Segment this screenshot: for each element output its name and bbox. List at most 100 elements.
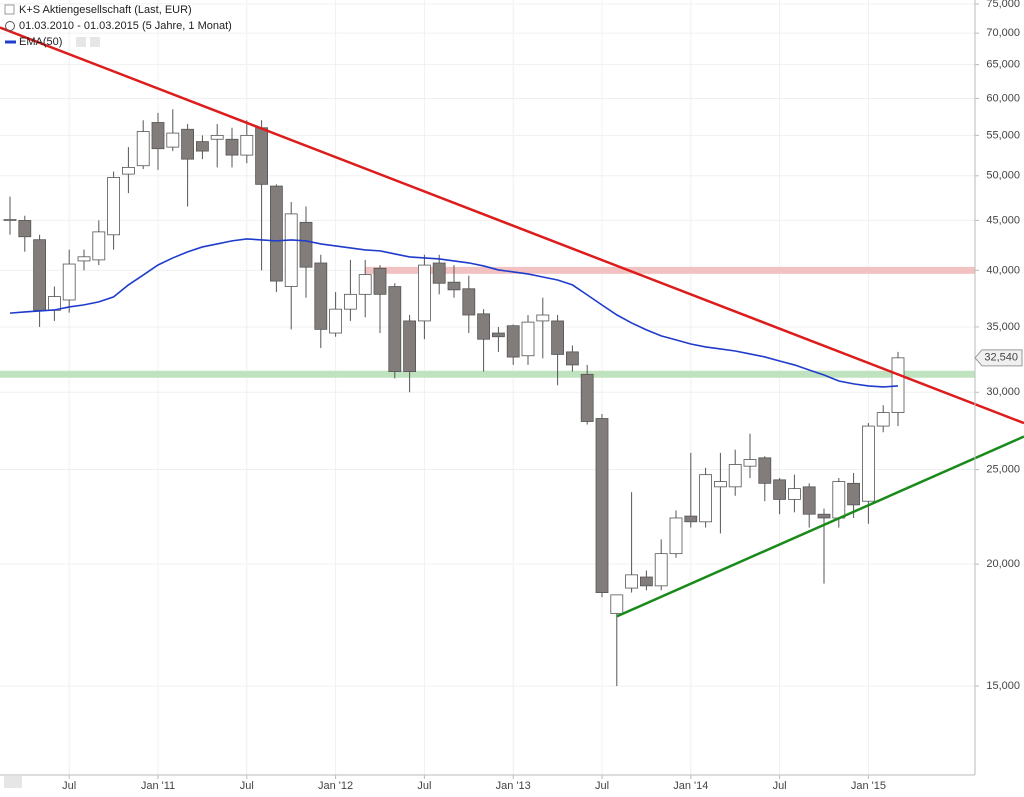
levels [0,266,975,378]
candle-body [329,308,343,334]
candle-body [181,128,195,160]
candle-body [33,239,46,311]
candle-body [269,185,283,282]
candle-body [521,321,535,357]
candle-body [477,313,491,340]
y-tick-label: 35,000 [986,321,1020,333]
candle-body [758,457,772,484]
candle-body [506,325,520,358]
x-tick-label: Jul [62,780,76,792]
candle-body [832,481,846,519]
legend-button[interactable] [76,37,86,47]
candle-body [802,486,816,515]
candle-body [714,481,727,488]
clock-icon [5,21,15,31]
candle-body [18,220,32,238]
x-tick-label: Jul [773,780,787,792]
candle-body [447,281,461,291]
y-tick-label: 55,000 [986,129,1020,141]
candle-body [595,418,609,594]
header: K+S Aktiengesellschaft (Last, EUR) 01.03… [4,4,232,48]
candle-body [388,286,402,372]
price-tag [974,349,1023,367]
candle-body [122,166,135,175]
legend-button[interactable] [90,37,100,47]
candle-body [299,221,313,268]
y-tick-label: 50,000 [986,170,1020,182]
y-tick-label: 20,000 [986,558,1020,570]
candle-body [62,263,76,301]
y-tick-label: 65,000 [986,58,1020,70]
candle-body [77,256,91,262]
x-tick-label: Jan '11 [141,780,175,792]
candle-body [195,141,209,152]
y-tick-label: 15,000 [986,680,1020,692]
candle-body [876,412,890,427]
ema-line [9,238,899,388]
grid [0,0,975,775]
candle-body [862,425,875,502]
trend-line [0,26,1024,425]
candle-body [225,138,239,156]
candles [3,109,905,687]
candle-body [640,576,653,587]
candle-body [728,464,742,488]
chart-subtitle: 01.03.2010 - 01.03.2015 (5 Jahre, 1 Mona… [19,20,232,32]
x-tick-label: Jul [240,780,254,792]
candle-body [358,274,372,295]
y-tick-label: 40,000 [986,264,1020,276]
candle-body [551,320,564,355]
candle-body [491,332,505,338]
candle-body [403,320,417,372]
candle-body [566,351,579,366]
candle-body [92,231,106,261]
candle-body [669,517,683,555]
candle-body [107,177,120,236]
scroll-button[interactable] [4,776,22,788]
x-tick-label: Jul [595,780,609,792]
chart-title: K+S Aktiengesellschaft (Last, EUR) [19,4,192,16]
y-tick-label: 25,000 [986,463,1020,475]
candle-body [314,262,328,330]
candle-body [373,267,387,295]
candle-body [240,134,254,156]
candle-body [432,262,446,284]
candle-body [654,553,668,587]
candle-body [343,293,357,310]
candle-body [151,122,165,150]
y-tick-label: 60,000 [986,92,1020,104]
candle-body [417,264,431,322]
candle-body [3,219,17,221]
price-tag-label: 32,540 [984,352,1018,364]
candle-body [255,127,269,185]
legend-entry[interactable]: EMA(50) [19,36,62,48]
x-tick-label: Jan '12 [318,780,353,792]
candle-body [48,296,61,311]
candle-body [580,373,594,422]
candle-body [210,134,224,140]
candle-body [284,213,298,287]
candle-body [136,131,150,167]
trend-line [616,435,1024,618]
candle-body [610,594,624,614]
y-tick-label: 30,000 [986,386,1020,398]
candle-body [743,459,757,467]
x-tick-label: Jan '15 [851,780,886,792]
y-tick-label: 45,000 [986,214,1020,226]
candle-body [536,314,550,322]
y-tick-label: 70,000 [986,27,1020,39]
chart-icon [4,4,15,15]
y-tick-label: 75,000 [986,0,1020,10]
candle-body [891,357,905,413]
candle-body [462,288,476,316]
candle-body [625,574,638,589]
x-tick-label: Jan '13 [496,780,531,792]
candle-body [166,132,180,148]
candle-body [817,513,831,519]
axes: 15,000 20,000 25,000 30,000 35,000 40,000 45,0… [62,0,1023,792]
candle-body [684,515,698,523]
x-tick-label: Jul [417,780,431,792]
candle-body [847,482,860,506]
